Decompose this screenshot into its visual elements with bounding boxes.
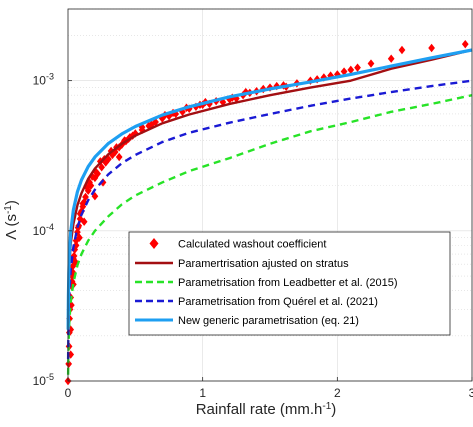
data-point-diamond — [138, 122, 146, 132]
legend-entry-leadbetter: Parametrisation from Leadbetter et al. (… — [135, 277, 398, 289]
data-point-diamond — [131, 129, 139, 138]
legend: Calculated washout coefficient Paramertr… — [128, 231, 451, 336]
legend-entry-stratus: Paramertrisation ajusted on stratus — [135, 258, 349, 270]
data-point-diamond — [86, 178, 93, 187]
y-tick-label: 10-3 — [33, 72, 54, 88]
legend-label: Calculated washout coefficient — [178, 239, 326, 251]
x-tick-label: 2 — [334, 386, 341, 400]
legend-label: New generic parametrisation (eq. 21) — [178, 315, 359, 327]
data-point-diamond — [82, 192, 89, 202]
data-point-diamond — [461, 39, 469, 49]
data-point-diamond — [148, 120, 155, 129]
data-point-diamond — [80, 217, 88, 226]
data-point-diamond — [76, 233, 83, 242]
data-point-diamond — [88, 172, 96, 181]
x-tick-label: 3 — [469, 386, 473, 400]
data-point-diamond — [367, 59, 375, 68]
data-point-diamond — [99, 178, 107, 187]
data-point-diamond — [192, 102, 200, 111]
data-point-diamond — [320, 73, 328, 82]
legend-diamond-marker — [149, 238, 159, 249]
legend-label: Parametrisation from Leadbetter et al. (… — [178, 277, 398, 289]
x-tick-label: 0 — [65, 386, 72, 400]
data-point-diamond — [115, 152, 123, 162]
data-point-diamond — [126, 133, 134, 142]
legend-entry-observed: Calculated washout coefficient — [149, 238, 326, 251]
data-point-diamond — [145, 121, 153, 131]
legend-entry-querel: Parametrisation from Quérel et al. (2021… — [135, 296, 378, 308]
series-line-4 — [66, 48, 473, 330]
data-point-diamond — [76, 214, 84, 224]
data-point-diamond — [98, 163, 106, 172]
y-tick-label: 10-5 — [33, 372, 54, 388]
data-point-diamond — [185, 104, 193, 113]
data-point-diamond — [152, 117, 159, 127]
data-point-diamond — [347, 65, 355, 75]
y-axis-title: Λ (s-1) — [3, 200, 21, 240]
data-point-diamond — [340, 67, 348, 76]
axes-frame — [67, 8, 473, 382]
series-line-2 — [66, 94, 473, 375]
data-point-diamond — [79, 199, 87, 208]
data-point-diamond — [232, 94, 240, 103]
data-point-diamond — [242, 87, 250, 97]
data-point-diamond — [398, 45, 406, 55]
data-point-diamond — [83, 183, 91, 192]
data-point-diamond — [354, 63, 361, 72]
data-point-diamond — [428, 43, 435, 53]
data-point-diamond — [65, 359, 73, 369]
legend-label: Paramertrisation ajusted on stratus — [178, 258, 349, 270]
data-point-diamond — [129, 131, 136, 140]
legend-label: Parametrisation from Quérel et al. (2021… — [178, 296, 378, 308]
x-tick-label: 1 — [199, 386, 206, 400]
data-point-diamond — [387, 54, 395, 63]
data-point-diamond — [105, 154, 112, 164]
x-axis-title: Rainfall rate (mm.h-1) — [196, 401, 337, 419]
y-tick-label: 10-4 — [33, 222, 54, 238]
legend-box — [128, 231, 451, 336]
legend-entry-generic: New generic parametrisation (eq. 21) — [135, 315, 359, 327]
data-point-diamond — [91, 192, 99, 201]
